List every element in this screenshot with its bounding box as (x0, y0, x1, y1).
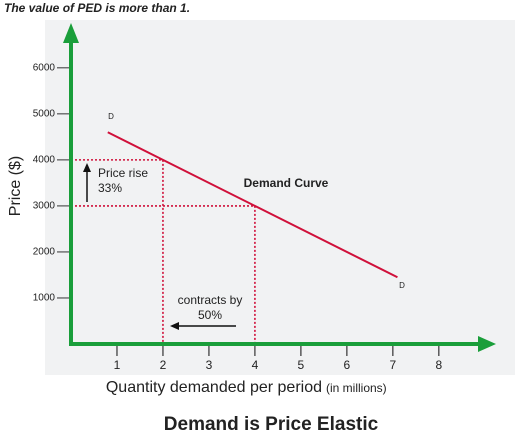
y-tick-label: 4000 (33, 155, 56, 166)
x-tick-label: 2 (160, 358, 167, 372)
x-tick-label: 1 (114, 358, 121, 372)
x-axis-label: Quantity demanded per period (106, 379, 322, 396)
annotation: 33% (98, 181, 122, 195)
annotation: contracts by (178, 293, 243, 307)
x-axis-unit: (in millions) (326, 381, 387, 395)
caption: Demand is Price Elastic (164, 414, 379, 435)
y-tick-label: 6000 (33, 62, 56, 73)
x-tick-label: 3 (206, 358, 213, 372)
annotation: Price rise (98, 166, 148, 180)
y-tick-label: 5000 (33, 108, 56, 119)
curve-label: D (108, 112, 114, 121)
curve-name: Demand Curve (244, 176, 329, 190)
y-tick-label: 1000 (33, 293, 56, 304)
x-axis-arrow (478, 336, 496, 352)
x-tick-label: 8 (435, 358, 442, 372)
x-tick-label: 4 (252, 358, 259, 372)
chart-title: The value of PED is more than 1. (4, 1, 190, 15)
arrow-head (83, 163, 91, 172)
x-tick-label: 5 (298, 358, 305, 372)
demand-curve (107, 131, 398, 279)
arrow-head (170, 322, 179, 330)
y-tick-label: 2000 (33, 247, 56, 258)
y-axis-label: Price ($) (7, 156, 24, 216)
annotation: 50% (198, 308, 222, 322)
x-tick-label: 6 (344, 358, 351, 372)
plot-background (45, 20, 515, 375)
arrows (83, 163, 236, 330)
y-axis-arrow (63, 23, 79, 43)
y-tick-label: 3000 (33, 201, 56, 212)
curve-label: D (399, 281, 405, 290)
x-tick-label: 7 (390, 358, 397, 372)
